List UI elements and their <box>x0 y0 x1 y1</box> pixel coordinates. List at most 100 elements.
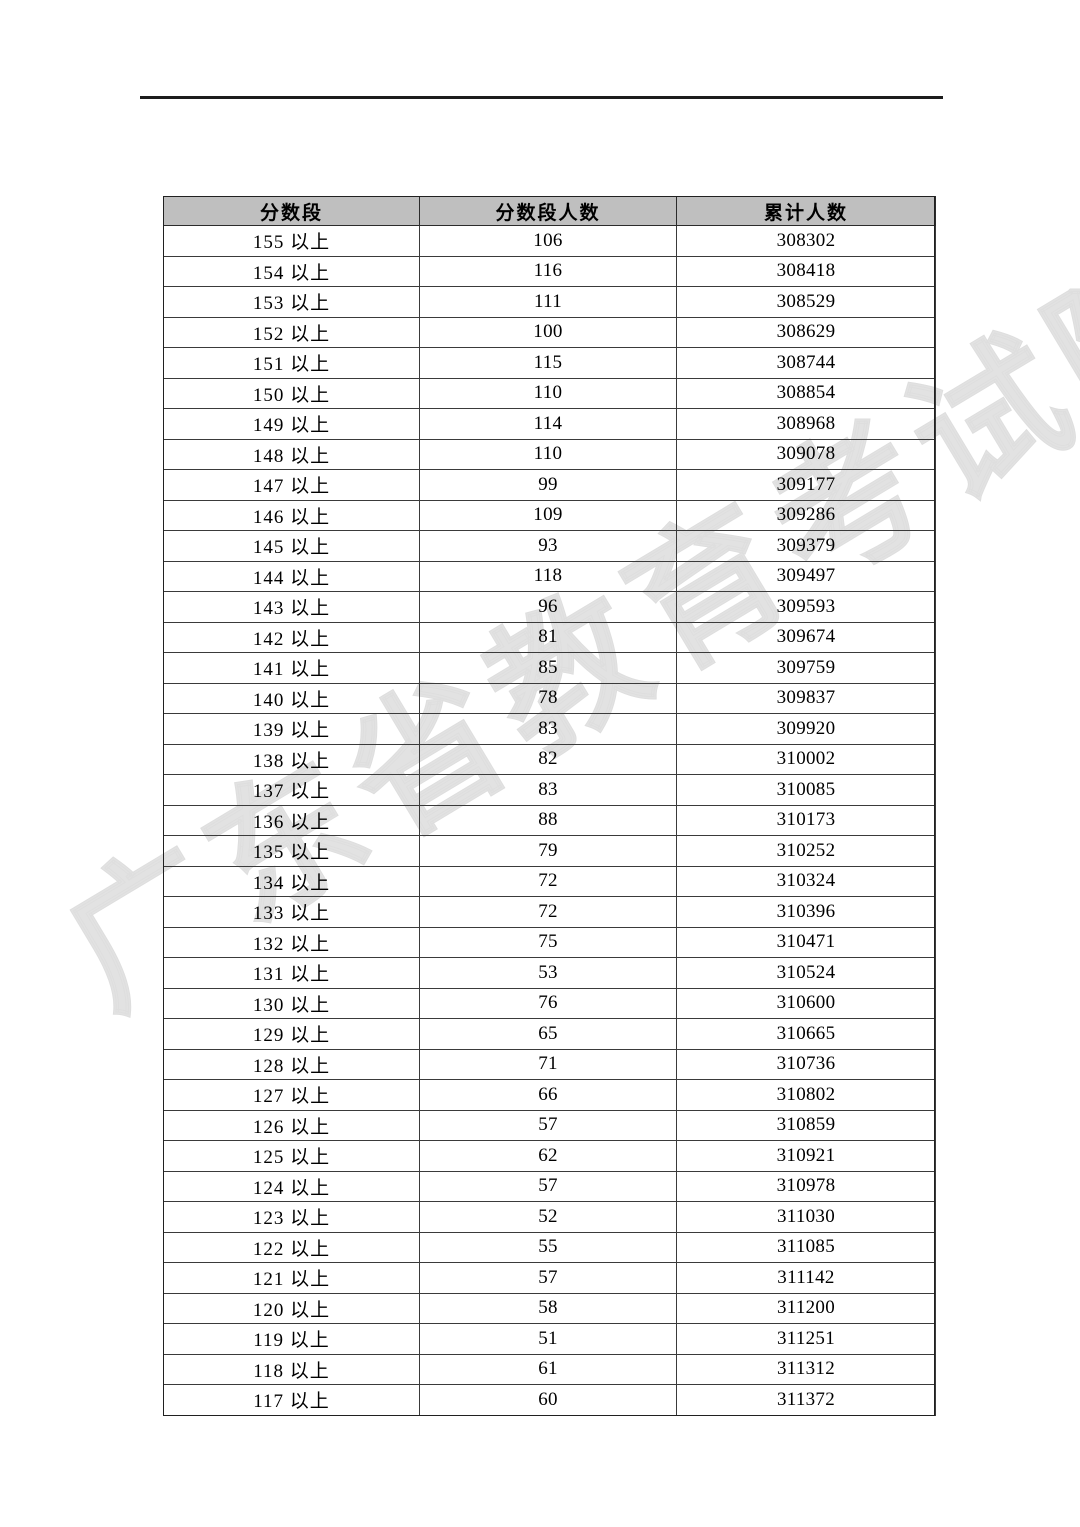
cell-score-band: 121 以上 <box>163 1262 420 1294</box>
score-distribution-table: 分数段 分数段人数 累计人数 155 以上 106 308302 154 以上 116 3… <box>163 196 936 1416</box>
cell-score-band: 134 以上 <box>163 865 420 897</box>
cell-cumulative-count: 310324 <box>676 865 936 897</box>
cell-band-count: 118 <box>419 560 677 592</box>
cell-cumulative-count: 308529 <box>676 286 936 318</box>
cell-band-count: 110 <box>419 377 677 409</box>
cell-cumulative-count: 309759 <box>676 652 936 684</box>
cell-cumulative-count: 308968 <box>676 408 936 440</box>
cell-cumulative-count: 309593 <box>676 591 936 623</box>
cell-score-band: 122 以上 <box>163 1231 420 1263</box>
cell-score-band: 138 以上 <box>163 743 420 775</box>
table-row: 119 以上 51 311251 <box>163 1323 936 1355</box>
cell-score-band: 136 以上 <box>163 804 420 836</box>
cell-band-count: 57 <box>419 1262 677 1294</box>
table-row: 141 以上 85 309759 <box>163 652 936 684</box>
score-distribution-table-container: 分数段 分数段人数 累计人数 155 以上 106 308302 154 以上 116 3… <box>163 196 936 1416</box>
cell-band-count: 111 <box>419 286 677 318</box>
cell-score-band: 143 以上 <box>163 591 420 623</box>
cell-cumulative-count: 311085 <box>676 1231 936 1263</box>
table-row: 152 以上 100 308629 <box>163 316 936 348</box>
cell-score-band: 119 以上 <box>163 1323 420 1355</box>
cell-cumulative-count: 310396 <box>676 896 936 928</box>
table-row: 139 以上 83 309920 <box>163 713 936 745</box>
cell-band-count: 60 <box>419 1384 677 1416</box>
cell-band-count: 72 <box>419 896 677 928</box>
cell-band-count: 106 <box>419 225 677 257</box>
cell-band-count: 116 <box>419 255 677 287</box>
table-row: 129 以上 65 310665 <box>163 1018 936 1050</box>
cell-cumulative-count: 309379 <box>676 530 936 562</box>
table-row: 132 以上 75 310471 <box>163 926 936 958</box>
cell-score-band: 125 以上 <box>163 1140 420 1172</box>
cell-score-band: 154 以上 <box>163 255 420 287</box>
cell-band-count: 78 <box>419 682 677 714</box>
table-row: 154 以上 116 308418 <box>163 255 936 287</box>
cell-cumulative-count: 310600 <box>676 987 936 1019</box>
cell-cumulative-count: 310002 <box>676 743 936 775</box>
cell-band-count: 62 <box>419 1140 677 1172</box>
cell-score-band: 130 以上 <box>163 987 420 1019</box>
cell-cumulative-count: 311251 <box>676 1323 936 1355</box>
cell-cumulative-count: 309078 <box>676 438 936 470</box>
cell-score-band: 127 以上 <box>163 1079 420 1111</box>
cell-band-count: 100 <box>419 316 677 348</box>
table-row: 130 以上 76 310600 <box>163 987 936 1019</box>
table-row: 120 以上 58 311200 <box>163 1292 936 1324</box>
cell-band-count: 99 <box>419 469 677 501</box>
cell-band-count: 93 <box>419 530 677 562</box>
table-row: 122 以上 55 311085 <box>163 1231 936 1263</box>
column-header-cumulative-count: 累计人数 <box>676 196 936 226</box>
table-row: 135 以上 79 310252 <box>163 835 936 867</box>
cell-band-count: 110 <box>419 438 677 470</box>
cell-score-band: 144 以上 <box>163 560 420 592</box>
cell-cumulative-count: 310859 <box>676 1109 936 1141</box>
cell-score-band: 118 以上 <box>163 1353 420 1385</box>
table-row: 118 以上 61 311312 <box>163 1353 936 1385</box>
table-body: 155 以上 106 308302 154 以上 116 308418 153 以上 111 3… <box>163 225 936 1416</box>
cell-cumulative-count: 311200 <box>676 1292 936 1324</box>
cell-cumulative-count: 310471 <box>676 926 936 958</box>
cell-band-count: 53 <box>419 957 677 989</box>
cell-band-count: 66 <box>419 1079 677 1111</box>
table-row: 126 以上 57 310859 <box>163 1109 936 1141</box>
cell-band-count: 81 <box>419 621 677 653</box>
cell-band-count: 114 <box>419 408 677 440</box>
cell-band-count: 83 <box>419 713 677 745</box>
cell-score-band: 148 以上 <box>163 438 420 470</box>
cell-score-band: 152 以上 <box>163 316 420 348</box>
cell-cumulative-count: 310921 <box>676 1140 936 1172</box>
table-row: 147 以上 99 309177 <box>163 469 936 501</box>
table-row: 125 以上 62 310921 <box>163 1140 936 1172</box>
cell-cumulative-count: 310085 <box>676 774 936 806</box>
cell-cumulative-count: 310736 <box>676 1048 936 1080</box>
cell-cumulative-count: 308629 <box>676 316 936 348</box>
cell-score-band: 139 以上 <box>163 713 420 745</box>
column-header-score-band: 分数段 <box>163 196 420 226</box>
table-row: 123 以上 52 311030 <box>163 1201 936 1233</box>
cell-score-band: 150 以上 <box>163 377 420 409</box>
column-header-band-count: 分数段人数 <box>419 196 677 226</box>
cell-band-count: 55 <box>419 1231 677 1263</box>
cell-cumulative-count: 308302 <box>676 225 936 257</box>
cell-cumulative-count: 311030 <box>676 1201 936 1233</box>
table-row: 144 以上 118 309497 <box>163 560 936 592</box>
table-row: 149 以上 114 308968 <box>163 408 936 440</box>
table-header-row: 分数段 分数段人数 累计人数 <box>163 196 936 226</box>
table-row: 133 以上 72 310396 <box>163 896 936 928</box>
cell-band-count: 58 <box>419 1292 677 1324</box>
cell-band-count: 75 <box>419 926 677 958</box>
cell-score-band: 140 以上 <box>163 682 420 714</box>
table-row: 155 以上 106 308302 <box>163 225 936 257</box>
cell-band-count: 85 <box>419 652 677 684</box>
table-header: 分数段 分数段人数 累计人数 <box>163 196 936 226</box>
cell-band-count: 76 <box>419 987 677 1019</box>
cell-band-count: 96 <box>419 591 677 623</box>
cell-cumulative-count: 308854 <box>676 377 936 409</box>
cell-score-band: 142 以上 <box>163 621 420 653</box>
cell-band-count: 109 <box>419 499 677 531</box>
cell-cumulative-count: 310802 <box>676 1079 936 1111</box>
cell-band-count: 88 <box>419 804 677 836</box>
cell-cumulative-count: 309674 <box>676 621 936 653</box>
table-row: 142 以上 81 309674 <box>163 621 936 653</box>
table-row: 138 以上 82 310002 <box>163 743 936 775</box>
